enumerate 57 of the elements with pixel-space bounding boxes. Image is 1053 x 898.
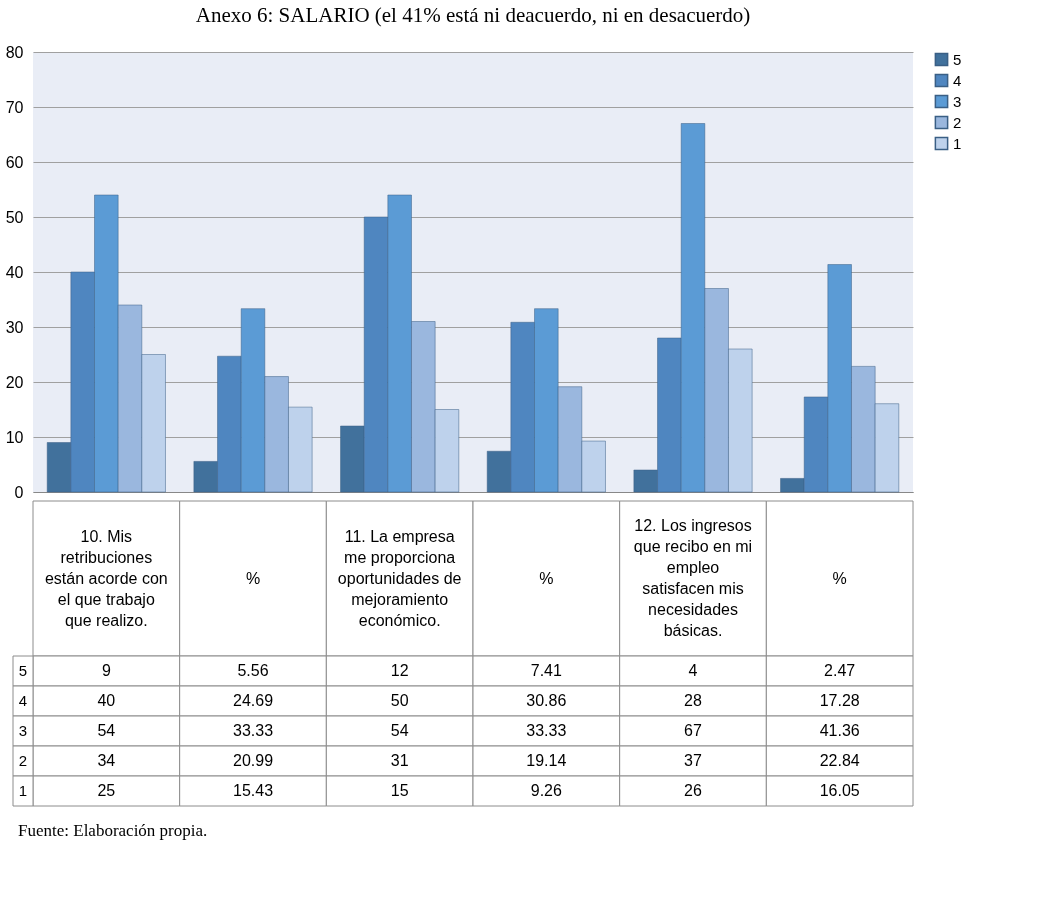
- data-label: 16.05: [819, 782, 860, 799]
- y-tick-label: 50: [5, 208, 24, 226]
- y-tick-label: 10: [5, 428, 24, 446]
- data-label: 2.47: [824, 662, 856, 679]
- data-label: 24.69: [232, 692, 274, 709]
- legend-label: 1: [953, 134, 962, 152]
- y-tick-label: 70: [5, 98, 24, 116]
- x-tick-label: %: [245, 569, 261, 587]
- data-label: 54: [97, 722, 116, 739]
- legend-label: 4: [953, 71, 962, 89]
- data-label: 9: [101, 662, 111, 679]
- data-label: 15.43: [232, 782, 274, 799]
- data-label: 67: [684, 722, 702, 739]
- data-label: 9.26: [530, 782, 563, 799]
- data-label: 34: [97, 752, 116, 769]
- y-tick-label: 20: [5, 373, 24, 391]
- data-label: 4: [688, 662, 698, 679]
- data-label: 22.84: [819, 752, 860, 769]
- legend-label: 5: [953, 50, 962, 68]
- data-label: 26: [684, 782, 702, 799]
- data-label: 15: [390, 782, 409, 799]
- text: 3: [18, 722, 28, 739]
- data-label: 17.28: [819, 692, 860, 709]
- data-label: 5.56: [237, 662, 269, 679]
- y-tick-label: 40: [5, 263, 24, 281]
- data-label: 33.33: [526, 722, 567, 739]
- text: 1: [18, 782, 28, 799]
- data-label: 25: [97, 782, 116, 799]
- data-label: 19.14: [526, 752, 567, 769]
- text: 5: [18, 662, 28, 679]
- data-label: 31: [390, 752, 409, 769]
- y-tick-label: 30: [5, 318, 24, 336]
- y-tick-label: 0: [14, 483, 24, 501]
- legend-label: 2: [953, 113, 962, 131]
- data-label: 37: [684, 752, 702, 769]
- text: 2: [18, 752, 28, 769]
- data-label: 33.33: [232, 722, 274, 739]
- x-tick-label: %: [539, 569, 554, 587]
- x-tick-label: %: [832, 569, 847, 587]
- y-tick-label: 80: [5, 43, 24, 61]
- source-note: Fuente: Elaboración propia.: [18, 821, 208, 840]
- x-tick-label: 10. Mis retribuciones están acorde con el que trabajo que realizo.: [44, 527, 168, 629]
- x-tick-label: 11. La empresa me proporciona oportunidades de mejoramiento económico.: [337, 527, 462, 629]
- text: 4: [18, 692, 28, 709]
- y-tick-label: 60: [5, 153, 24, 171]
- data-label: 7.41: [530, 662, 563, 679]
- data-label: 12: [390, 662, 409, 679]
- data-label: 30.86: [526, 692, 567, 709]
- data-label: 20.99: [232, 752, 274, 769]
- data-label: 28: [684, 692, 702, 709]
- data-label: 54: [390, 722, 409, 739]
- chart-title: Anexo 6: SALARIO (el 41% está ni deacuerdo, ni en desacuerdo): [195, 3, 751, 27]
- data-label: 41.36: [819, 722, 860, 739]
- legend-label: 3: [953, 92, 962, 110]
- data-label: 50: [390, 692, 409, 709]
- data-label: 40: [97, 692, 116, 709]
- x-tick-label: 12. Los ingresos que recibo en mi empleo satisfacen mis necesidades básicas.: [633, 517, 753, 639]
